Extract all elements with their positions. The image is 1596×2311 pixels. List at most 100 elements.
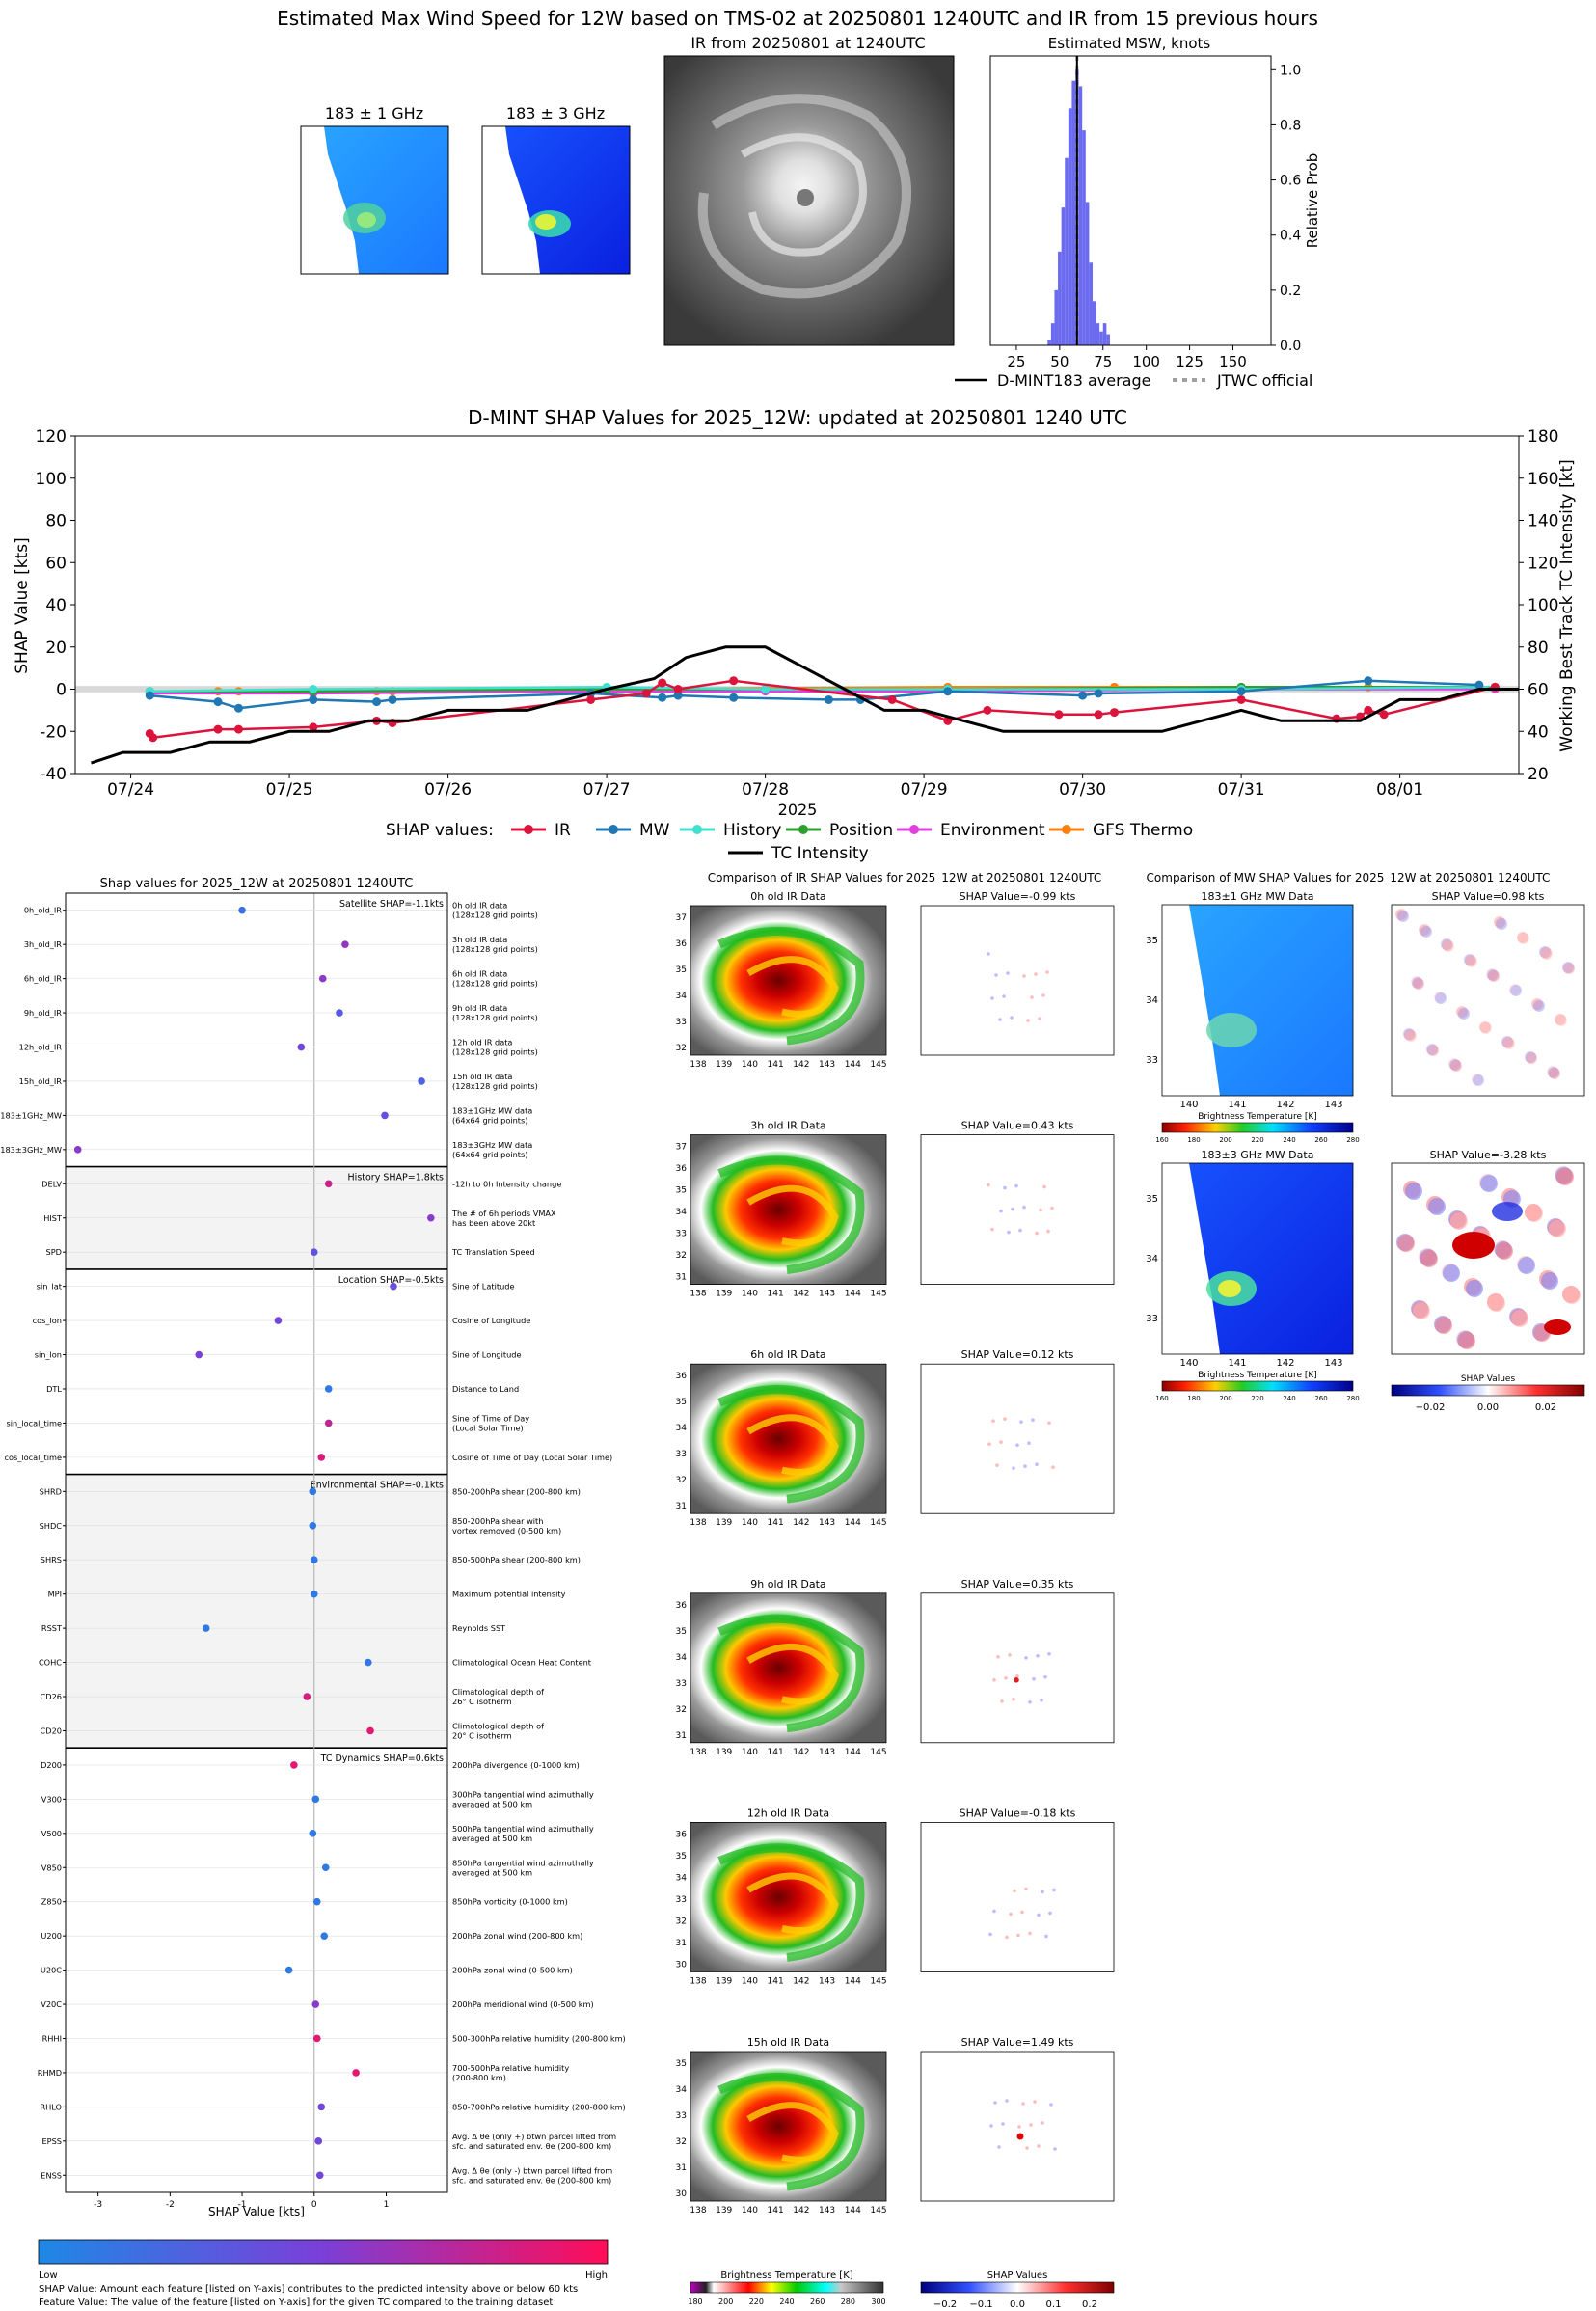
ir-shap-title-5: SHAP Value=1.49 kts bbox=[961, 2036, 1074, 2049]
mw-shap-patch bbox=[1420, 926, 1432, 938]
ir-shap-speck bbox=[1020, 1910, 1024, 1915]
ir-ytick-label: 31 bbox=[676, 1731, 687, 1741]
mw-shap-patch bbox=[1509, 984, 1521, 995]
mw-shap-patch bbox=[1495, 917, 1506, 929]
mw-shap-patch bbox=[1547, 1066, 1558, 1077]
ir-shap-speck bbox=[1002, 994, 1006, 998]
mw-data-frame-1 bbox=[1161, 1162, 1354, 1355]
ir-shap-speck bbox=[1003, 1417, 1007, 1421]
ir-shap-speck bbox=[991, 1419, 995, 1423]
ir-xtick-label: 140 bbox=[742, 2206, 758, 2216]
shap-title: Shap values for 2025_12W at 20250801 124… bbox=[100, 877, 414, 891]
ir-shap-speck bbox=[1024, 1887, 1028, 1891]
ir-shap-tick-label: 0.2 bbox=[1082, 2299, 1097, 2310]
shap-feature-name: sin_lon bbox=[35, 1350, 62, 1360]
mw-bt-tick-label: 240 bbox=[1283, 1136, 1295, 1144]
mw-shap-frame-1 bbox=[1391, 1162, 1585, 1355]
mw-shap-patch bbox=[1525, 1051, 1536, 1063]
ir-ytick-label: 32 bbox=[676, 1476, 687, 1485]
ir-xtick-label: 140 bbox=[742, 1518, 758, 1528]
mw-shap-patch bbox=[1510, 985, 1522, 996]
shap-feature-name: Z850 bbox=[41, 1897, 62, 1907]
ir-shap-speck bbox=[1048, 1911, 1052, 1916]
ir-xtick-label: 142 bbox=[793, 1060, 809, 1070]
mw-point-13 bbox=[1078, 691, 1088, 700]
shap-feature-desc: sfc. and saturated env. θe (200-800 km) bbox=[452, 2141, 611, 2151]
mw-bt-tick-label: 260 bbox=[1314, 1395, 1327, 1402]
shap-feature-desc: (128x128 grid points) bbox=[452, 1081, 538, 1091]
hist-xtick-label: 150 bbox=[1219, 353, 1247, 370]
ir-shap-speck bbox=[1037, 2144, 1041, 2148]
ir-xtick-label: 142 bbox=[793, 1290, 809, 1299]
ir-shap-speck bbox=[1015, 1674, 1019, 1678]
ir-shap-hotspot bbox=[1014, 1677, 1019, 1683]
mw-ytick-label: 34 bbox=[1146, 995, 1158, 1006]
shap-point-sin_lat bbox=[390, 1282, 397, 1291]
hist-ytick-label: 0.2 bbox=[1280, 284, 1301, 299]
ir-ytick-label: 36 bbox=[676, 1372, 688, 1381]
ir-shap-speck bbox=[1015, 1443, 1019, 1447]
ir-shap-map-4 bbox=[920, 1822, 1115, 1972]
hist-ytick-label: 1.0 bbox=[1280, 63, 1301, 78]
mw-shap-patch bbox=[1466, 1280, 1483, 1297]
ts-left-tick-label: 100 bbox=[36, 470, 67, 489]
ir-ytick-label: 30 bbox=[676, 1960, 688, 1970]
ir-ytick-label: 31 bbox=[676, 2163, 687, 2173]
legend-label-0: IR bbox=[555, 821, 571, 840]
ir-shap-title-0: SHAP Value=-0.99 kts bbox=[960, 890, 1076, 903]
ir-point-9 bbox=[658, 678, 667, 688]
mw-shap-patch bbox=[1517, 932, 1528, 943]
shap-xtick-label: -2 bbox=[166, 2200, 175, 2210]
ir-xtick-label: 145 bbox=[870, 2206, 886, 2216]
ir-ytick-label: 33 bbox=[676, 2111, 687, 2121]
ir-shap-speck bbox=[1026, 1019, 1030, 1022]
mw-point-7 bbox=[658, 693, 667, 702]
ir-shap-speck bbox=[1018, 1228, 1022, 1233]
mw-shap-patch bbox=[1486, 968, 1498, 980]
mw-shap-patch bbox=[1480, 1022, 1492, 1034]
mw-point-9 bbox=[729, 693, 739, 702]
mw-shap-patch bbox=[1456, 1006, 1468, 1018]
ir-shap-map-1 bbox=[920, 1134, 1115, 1285]
shap-feature-desc: (128x128 grid points) bbox=[452, 944, 538, 954]
shap-point-SPD bbox=[310, 1248, 318, 1256]
shap-feature-desc: (64x64 grid points) bbox=[452, 1150, 527, 1159]
ir-spiral-band-4 bbox=[717, 1843, 865, 1962]
ts-left-tick-label: -20 bbox=[40, 722, 67, 742]
shap-feature-name: V500 bbox=[41, 1829, 62, 1838]
ir-ytick-label: 32 bbox=[676, 1705, 687, 1715]
ir-shap-speck bbox=[990, 996, 994, 1000]
mw-shap-map-0 bbox=[1392, 905, 1584, 1096]
ir-shap-speck bbox=[1021, 2102, 1025, 2106]
ir-data-title-4: 12h old IR Data bbox=[747, 1807, 829, 1819]
shap-feature-desc: averaged at 500 km bbox=[452, 1867, 532, 1877]
mw-shap-patch bbox=[1427, 1045, 1439, 1056]
ir-shap-speck bbox=[990, 1227, 994, 1232]
ir-bt-tick-label: 200 bbox=[718, 2297, 733, 2306]
shap-point-SHDC bbox=[309, 1521, 317, 1530]
hist-bar-6 bbox=[1068, 108, 1072, 346]
mw-bt-tick-label: 180 bbox=[1187, 1136, 1200, 1144]
shap-point-V300 bbox=[311, 1795, 320, 1804]
mw-shap-patch bbox=[1428, 1198, 1446, 1215]
ir-shap-speck bbox=[1041, 1890, 1044, 1894]
ir-shap-speck bbox=[1033, 2100, 1037, 2104]
ts-left-tick-label: 20 bbox=[45, 639, 67, 658]
shap-feature-name: D200 bbox=[41, 1760, 62, 1770]
mw-point-5 bbox=[388, 694, 397, 704]
ir-xtick-label: 144 bbox=[845, 1290, 861, 1299]
ir-data-title-0: 0h old IR Data bbox=[750, 890, 825, 903]
ir-shap-speck bbox=[1009, 1912, 1013, 1917]
ir-data-frame-0 bbox=[690, 905, 887, 1056]
hist-bar-13 bbox=[1092, 301, 1096, 345]
ir-point-15 bbox=[1054, 710, 1064, 720]
ir-shap-title-4: SHAP Value=-0.18 kts bbox=[960, 1807, 1076, 1819]
ir-shap-speck bbox=[1003, 1185, 1007, 1190]
hist-xtick-label: 50 bbox=[1050, 353, 1069, 370]
ir-point-8 bbox=[641, 689, 651, 698]
shap-point-CD20 bbox=[366, 1726, 374, 1735]
mw-comparison-grid: 183±1 GHz MW Data 35 34 33 140 141 142 143 Brigh… bbox=[1146, 890, 1585, 1413]
ir-spiral-band-2 bbox=[717, 1385, 865, 1504]
mw-no-data-0 bbox=[1162, 905, 1220, 1096]
